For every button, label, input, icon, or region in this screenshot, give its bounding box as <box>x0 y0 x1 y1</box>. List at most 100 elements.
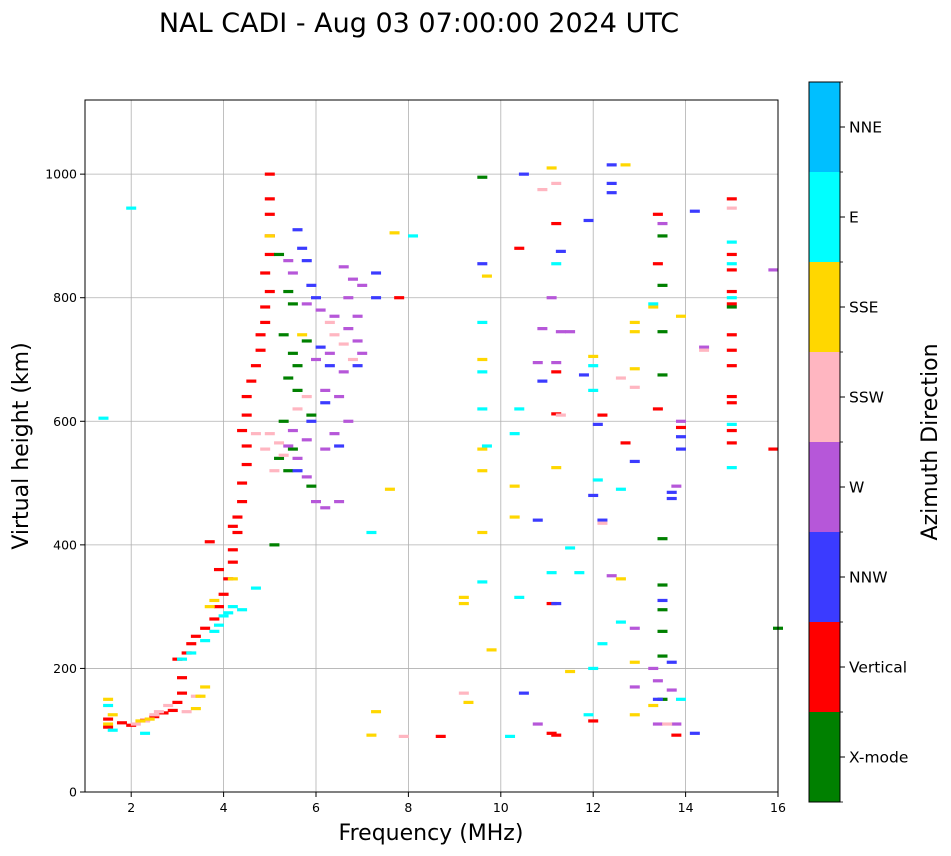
y-tick-label: 800 <box>53 290 77 305</box>
data-point-x-mode <box>306 413 317 417</box>
data-point-sse <box>190 706 201 711</box>
data-point-x-mode <box>657 629 668 633</box>
data-point-nnw <box>597 518 608 522</box>
data-point-sse <box>144 717 155 721</box>
x-tick-label: 2 <box>127 800 135 815</box>
data-point-x-mode <box>301 339 312 343</box>
data-point-vertical <box>177 691 188 695</box>
data-point-nnw <box>537 379 548 383</box>
data-point-w <box>283 259 294 263</box>
data-point-sse <box>629 330 640 334</box>
data-point-nnw <box>518 172 529 176</box>
data-point-x-mode <box>269 543 280 547</box>
data-point-sse <box>481 274 492 278</box>
data-point-ssw <box>338 342 349 346</box>
data-point-x-mode <box>477 175 488 179</box>
data-point-vertical <box>250 364 261 368</box>
data-point-x-mode <box>287 447 298 451</box>
colorbar-segment <box>809 262 840 352</box>
data-point-w <box>671 484 682 488</box>
data-point-e <box>140 731 151 735</box>
data-point-nnw <box>652 697 663 701</box>
colorbar-label: Azimuth Direction <box>918 343 943 540</box>
data-point-nnw <box>583 218 594 223</box>
data-point-vertical <box>149 715 160 719</box>
data-point-sse <box>629 660 640 664</box>
data-point-vertical <box>209 617 220 621</box>
data-point-vertical <box>227 524 238 528</box>
data-point-ssw <box>458 691 469 695</box>
data-point-vertical <box>675 425 686 430</box>
data-point-sse <box>200 685 211 689</box>
data-point-ssw <box>597 521 608 525</box>
data-point-ssw <box>662 722 673 726</box>
data-point-e <box>477 370 488 374</box>
data-point-e <box>546 571 557 575</box>
data-point-w <box>343 419 354 423</box>
data-point-nnw <box>315 345 326 349</box>
data-point-ssw <box>274 441 285 445</box>
data-point-e <box>177 657 188 661</box>
data-point-nnw <box>311 296 321 300</box>
data-point-nnw <box>675 447 686 451</box>
colorbar-segment <box>809 622 840 712</box>
data-point-vertical <box>551 370 562 374</box>
data-point-w <box>301 438 312 442</box>
data-point-vertical <box>726 302 737 306</box>
data-point-w <box>311 500 321 504</box>
data-point-w <box>768 268 779 272</box>
data-point-vertical <box>726 394 737 399</box>
data-point-sse <box>509 515 520 519</box>
data-point-vertical <box>726 401 737 405</box>
data-point-w <box>315 308 326 312</box>
data-point-nnw <box>320 401 331 405</box>
data-point-nnw <box>292 469 303 473</box>
data-point-vertical <box>264 172 275 176</box>
data-point-x-mode <box>292 364 303 368</box>
data-point-vertical <box>671 733 682 737</box>
data-point-nnw <box>292 228 303 232</box>
data-point-vertical <box>260 305 271 309</box>
data-point-e <box>574 571 585 575</box>
data-point-vertical <box>260 271 271 275</box>
data-point-vertical <box>177 676 188 680</box>
data-point-e <box>615 620 626 624</box>
data-point-sse <box>458 595 469 599</box>
data-point-vertical <box>546 731 557 735</box>
data-point-vertical <box>232 515 243 519</box>
data-point-nnw <box>578 373 589 377</box>
data-point-w <box>652 679 663 683</box>
data-point-e <box>213 623 224 627</box>
data-point-vertical <box>237 481 248 485</box>
data-point-e <box>588 666 599 671</box>
data-point-nnw <box>666 490 677 494</box>
data-point-x-mode <box>287 351 298 355</box>
data-point-e <box>227 605 238 609</box>
data-point-nnw <box>592 422 603 426</box>
colorbar-segment <box>809 442 840 532</box>
data-point-w <box>629 685 640 689</box>
data-point-vertical <box>255 333 266 337</box>
data-point-ssw <box>264 432 275 436</box>
colorbar-segment <box>809 172 840 262</box>
data-point-vertical <box>652 262 663 266</box>
data-point-x-mode <box>283 289 294 294</box>
data-point-vertical <box>726 348 737 352</box>
data-point-w <box>352 314 363 318</box>
data-point-sse <box>384 487 395 491</box>
data-point-vertical <box>237 500 248 504</box>
data-point-vertical <box>551 733 562 737</box>
data-point-e <box>551 262 562 266</box>
data-point-sse <box>195 694 206 698</box>
data-point-w <box>343 327 354 331</box>
data-point-w <box>338 370 349 374</box>
colorbar-tick-label: Vertical <box>849 659 907 677</box>
data-point-vertical <box>264 252 275 257</box>
data-point-vertical <box>232 530 243 535</box>
data-point-vertical <box>204 540 215 544</box>
data-point-nnw <box>666 660 677 664</box>
data-point-ssw <box>130 722 141 726</box>
data-point-vertical <box>726 197 737 201</box>
data-point-sse <box>204 605 215 609</box>
